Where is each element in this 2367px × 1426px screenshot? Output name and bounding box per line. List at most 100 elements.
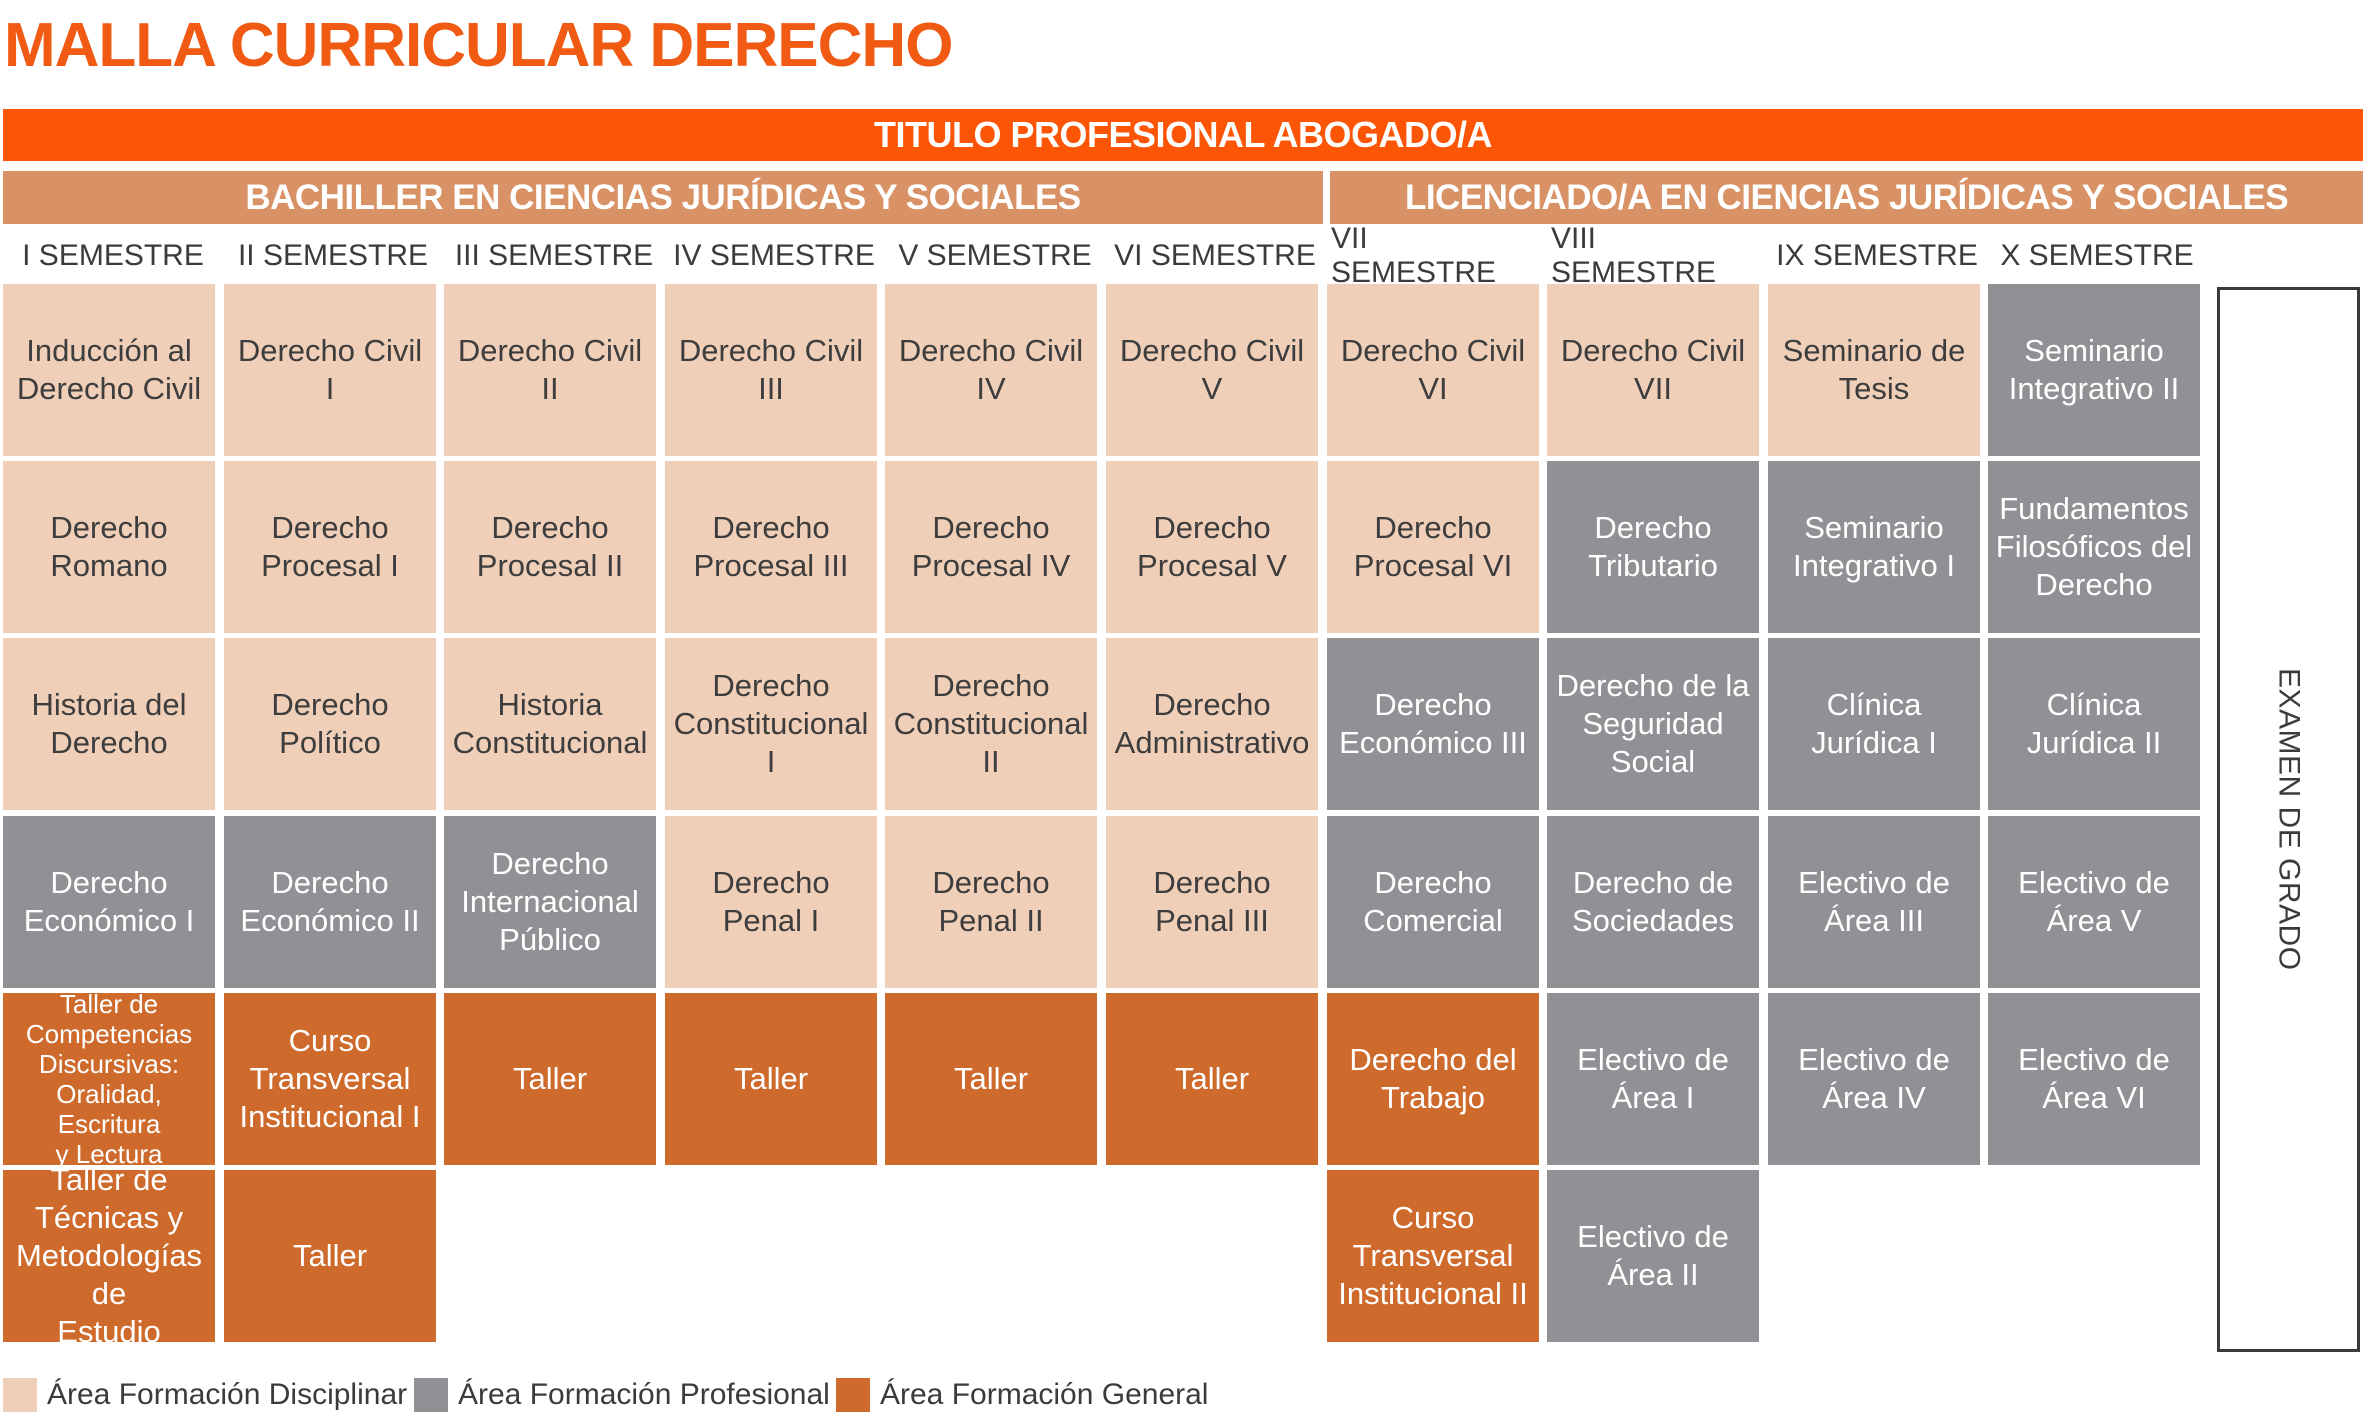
course-cell-s9-r2: Seminario Integrativo I <box>1768 461 1980 633</box>
titulo-profesional-band: TITULO PROFESIONAL ABOGADO/A <box>3 109 2363 161</box>
course-cell-s4-r3: Derecho Constitucional I <box>665 638 877 810</box>
course-name: Derecho Constitucional II <box>893 668 1089 779</box>
legend-swatch-profesional <box>414 1378 448 1412</box>
legend-label-disciplinar: Área Formación Disciplinar <box>47 1378 408 1411</box>
course-cell-s10-r3: Clínica Jurídica II <box>1988 638 2200 810</box>
course-name: Derecho Administrativo <box>1114 687 1310 760</box>
examen-de-grado-label: EXAMEN DE GRADO <box>2272 668 2306 971</box>
course-cell-s6-r1: Derecho Civil V <box>1106 284 1318 456</box>
course-name: Derecho Procesal VI <box>1353 510 1513 583</box>
course-cell-s9-r4: Electivo de Área III <box>1768 816 1980 988</box>
course-cell-s1-r3: Historia del Derecho <box>3 638 215 810</box>
course-name: Electivo de Área I <box>1577 1042 1729 1115</box>
course-name: Derecho de la Seguridad Social <box>1556 668 1750 779</box>
course-cell-s2-r6: Taller <box>224 1170 436 1342</box>
legend-item-disciplinar: Área Formación Disciplinar <box>3 1375 407 1415</box>
course-cell-s2-r2: Derecho Procesal I <box>224 461 436 633</box>
course-name: Derecho Procesal V <box>1137 510 1287 583</box>
course-name: Electivo de Área II <box>1577 1219 1729 1292</box>
course-cell-s4-r5: Taller <box>665 993 877 1165</box>
course-cell-s6-r2: Derecho Procesal V <box>1106 461 1318 633</box>
legend-item-profesional: Área Formación Profesional <box>414 1375 830 1415</box>
course-cell-s2-r4: Derecho Económico II <box>224 816 436 988</box>
course-name: Derecho Tributario <box>1588 510 1718 583</box>
semester-header-1: I SEMESTRE <box>22 239 204 272</box>
course-cell-s6-r5: Taller <box>1106 993 1318 1165</box>
semester-header-6: VI SEMESTRE <box>1114 239 1316 272</box>
course-cell-s4-r1: Derecho Civil III <box>665 284 877 456</box>
course-cell-s9-r3: Clínica Jurídica I <box>1768 638 1980 810</box>
course-cell-s5-r3: Derecho Constitucional II <box>885 638 1097 810</box>
course-name: Derecho Civil V <box>1119 333 1305 406</box>
course-cell-s8-r1: Derecho Civil VII <box>1547 284 1759 456</box>
course-cell-s5-r4: Derecho Penal II <box>885 816 1097 988</box>
course-name: Curso Transversal Institucional II <box>1338 1200 1528 1311</box>
course-name: Derecho Comercial <box>1363 865 1503 938</box>
course-name: Taller de Competencias Discursivas: Oral… <box>25 989 193 1169</box>
course-cell-s3-r1: Derecho Civil II <box>444 284 656 456</box>
legend-label-general: Área Formación General <box>880 1378 1209 1411</box>
legend-item-general: Área Formación General <box>836 1375 1208 1415</box>
course-cell-s10-r1: Seminario Integrativo II <box>1988 284 2200 456</box>
course-cell-s7-r4: Derecho Comercial <box>1327 816 1539 988</box>
course-name: Taller <box>512 1061 588 1096</box>
course-cell-s1-r6: Taller de Técnicas y Metodologías de Est… <box>3 1162 215 1349</box>
legend-swatch-disciplinar <box>3 1378 37 1412</box>
course-name: Derecho Civil IV <box>898 333 1084 406</box>
course-name: Derecho Penal II <box>932 865 1050 938</box>
course-cell-s10-r2: Fundamentos Filosóficos del Derecho <box>1988 461 2200 633</box>
course-name: Derecho Internacional Público <box>461 846 639 957</box>
course-cell-s7-r2: Derecho Procesal VI <box>1327 461 1539 633</box>
course-name: Derecho Procesal IV <box>911 510 1071 583</box>
course-name: Derecho Civil III <box>678 333 864 406</box>
bachiller-band: BACHILLER EN CIENCIAS JURÍDICAS Y SOCIAL… <box>3 171 1323 224</box>
course-cell-s7-r5: Derecho del Trabajo <box>1327 993 1539 1165</box>
course-name: Derecho Económico III <box>1339 687 1527 760</box>
legend-label-profesional: Área Formación Profesional <box>458 1378 830 1411</box>
course-name: Derecho Procesal II <box>476 510 624 583</box>
course-cell-s3-r5: Taller <box>444 993 656 1165</box>
course-cell-s8-r6: Electivo de Área II <box>1547 1170 1759 1342</box>
course-name: Taller <box>953 1061 1029 1096</box>
course-name: Derecho Penal III <box>1153 865 1271 938</box>
course-cell-s5-r2: Derecho Procesal IV <box>885 461 1097 633</box>
course-name: Taller de Técnicas y Metodologías de Est… <box>15 1162 203 1349</box>
course-name: Historia Constitucional <box>452 687 648 760</box>
course-name: Derecho Penal I <box>712 865 830 938</box>
course-name: Taller <box>733 1061 809 1096</box>
course-name: Derecho Romano <box>50 510 168 583</box>
course-name: Fundamentos Filosóficos del Derecho <box>1995 491 2193 602</box>
course-name: Derecho del Trabajo <box>1349 1042 1517 1115</box>
course-name: Clínica Jurídica II <box>2026 687 2162 760</box>
course-cell-s1-r5: Taller de Competencias Discursivas: Oral… <box>3 989 215 1169</box>
course-name: Seminario Integrativo II <box>2008 333 2180 406</box>
semester-header-2: II SEMESTRE <box>237 239 429 272</box>
course-name: Electivo de Área V <box>2018 865 2170 938</box>
course-name: Seminario Integrativo I <box>1793 510 1955 583</box>
course-name: Derecho Procesal III <box>693 510 849 583</box>
course-name: Inducción al Derecho Civil <box>16 333 202 406</box>
course-cell-s8-r2: Derecho Tributario <box>1547 461 1759 633</box>
course-cell-s7-r1: Derecho Civil VI <box>1327 284 1539 456</box>
course-cell-s9-r1: Seminario de Tesis <box>1768 284 1980 456</box>
course-cell-s7-r3: Derecho Económico III <box>1327 638 1539 810</box>
course-cell-s4-r4: Derecho Penal I <box>665 816 877 988</box>
course-name: Derecho Civil II <box>457 333 643 406</box>
course-cell-s6-r3: Derecho Administrativo <box>1106 638 1318 810</box>
course-cell-s9-r5: Electivo de Área IV <box>1768 993 1980 1165</box>
course-cell-s1-r2: Derecho Romano <box>3 461 215 633</box>
course-cell-s3-r3: Historia Constitucional <box>444 638 656 810</box>
course-cell-s3-r2: Derecho Procesal II <box>444 461 656 633</box>
course-cell-s8-r4: Derecho de Sociedades <box>1547 816 1759 988</box>
legend-swatch-general <box>836 1378 870 1412</box>
course-cell-s10-r5: Electivo de Área VI <box>1988 993 2200 1165</box>
course-cell-s2-r3: Derecho Político <box>224 638 436 810</box>
course-name: Seminario de Tesis <box>1782 333 1966 406</box>
course-cell-s10-r4: Electivo de Área V <box>1988 816 2200 988</box>
course-cell-s2-r5: Curso Transversal Institucional I <box>224 993 436 1165</box>
course-cell-s6-r4: Derecho Penal III <box>1106 816 1318 988</box>
course-cell-s5-r1: Derecho Civil IV <box>885 284 1097 456</box>
course-cell-s7-r6: Curso Transversal Institucional II <box>1327 1170 1539 1342</box>
course-cell-s4-r2: Derecho Procesal III <box>665 461 877 633</box>
course-name: Electivo de Área III <box>1798 865 1950 938</box>
